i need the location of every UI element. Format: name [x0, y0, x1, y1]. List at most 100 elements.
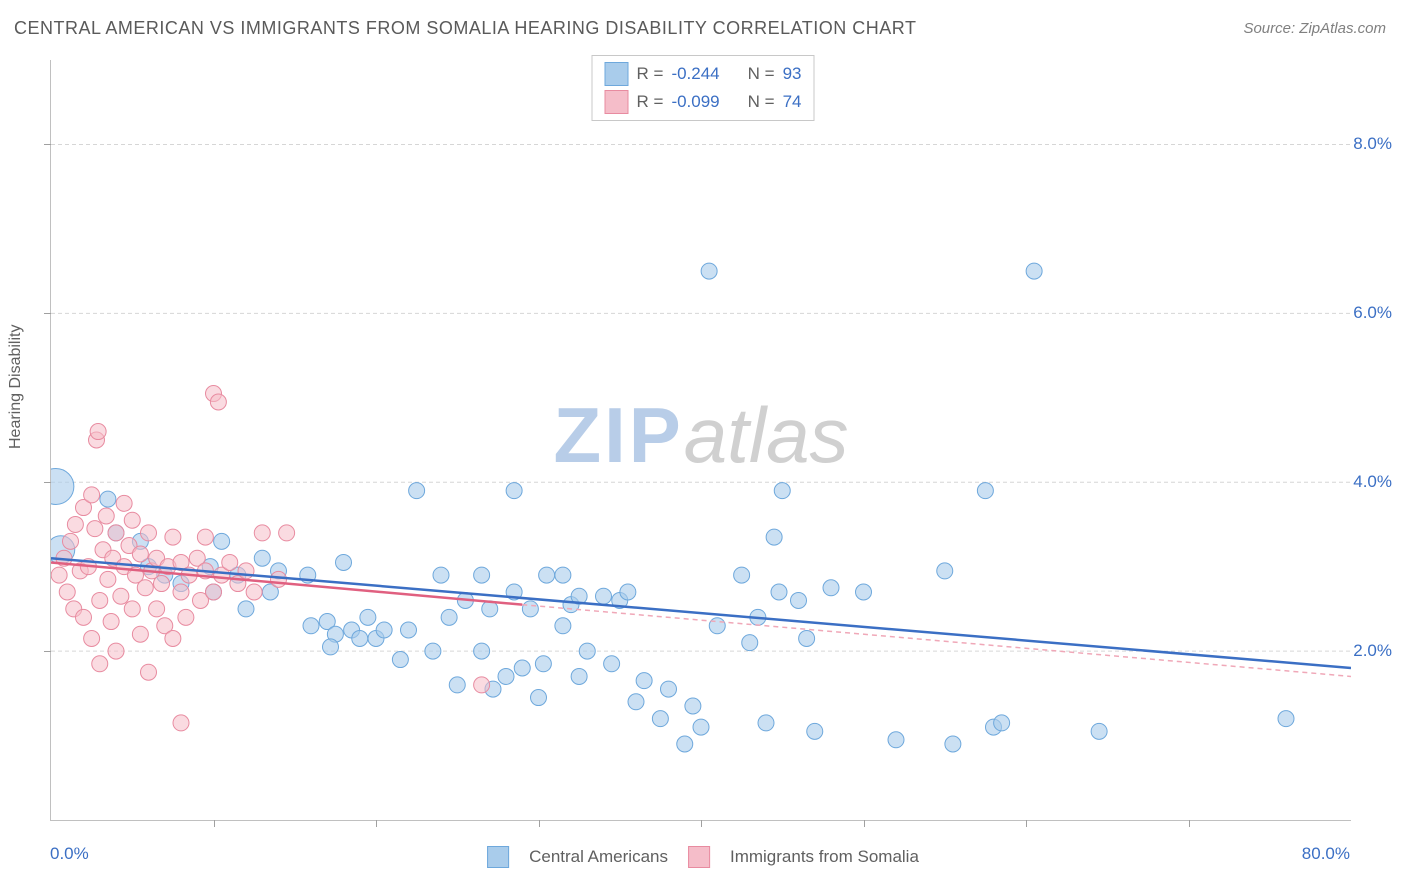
- scatter-point: [116, 495, 132, 511]
- scatter-point: [628, 694, 644, 710]
- scatter-point: [693, 719, 709, 735]
- scatter-point: [279, 525, 295, 541]
- scatter-point: [92, 656, 108, 672]
- y-tick-label: 8.0%: [1353, 134, 1392, 154]
- scatter-point: [734, 567, 750, 583]
- legend-r-value-1: -0.099: [671, 92, 719, 112]
- scatter-point: [677, 736, 693, 752]
- scatter-point: [92, 592, 108, 608]
- scatter-point: [59, 584, 75, 600]
- scatter-point: [766, 529, 782, 545]
- scatter-point: [137, 580, 153, 596]
- y-axis-label: Hearing Disability: [7, 325, 25, 450]
- scatter-point: [141, 664, 157, 680]
- scatter-point: [449, 677, 465, 693]
- legend-row-somalia: R = -0.099 N = 74: [605, 88, 802, 116]
- scatter-point: [945, 736, 961, 752]
- scatter-point: [758, 715, 774, 731]
- scatter-point: [132, 626, 148, 642]
- scatter-point: [401, 622, 417, 638]
- legend-row-central-americans: R = -0.244 N = 93: [605, 60, 802, 88]
- scatter-point: [1278, 711, 1294, 727]
- legend-n-label: N =: [748, 64, 775, 84]
- scatter-point: [100, 571, 116, 587]
- scatter-point: [620, 584, 636, 600]
- scatter-point: [774, 483, 790, 499]
- scatter-point: [823, 580, 839, 596]
- scatter-point: [441, 609, 457, 625]
- scatter-point: [555, 618, 571, 634]
- chart-svg: [51, 60, 1351, 820]
- y-tick-label: 2.0%: [1353, 641, 1392, 661]
- scatter-point: [254, 525, 270, 541]
- legend-r-label: R =: [637, 92, 664, 112]
- scatter-point: [90, 424, 106, 440]
- scatter-point: [742, 635, 758, 651]
- y-tick-label: 6.0%: [1353, 303, 1392, 323]
- scatter-point: [425, 643, 441, 659]
- scatter-point: [661, 681, 677, 697]
- legend-n-value-1: 74: [783, 92, 802, 112]
- scatter-point: [254, 550, 270, 566]
- x-tick-label: 0.0%: [50, 844, 89, 864]
- scatter-point: [799, 630, 815, 646]
- scatter-point: [246, 584, 262, 600]
- scatter-point: [165, 630, 181, 646]
- scatter-point: [701, 263, 717, 279]
- scatter-point: [238, 601, 254, 617]
- scatter-point: [149, 601, 165, 617]
- scatter-point: [579, 643, 595, 659]
- scatter-point: [67, 516, 83, 532]
- scatter-point: [87, 521, 103, 537]
- scatter-point: [1091, 723, 1107, 739]
- scatter-point: [178, 609, 194, 625]
- scatter-point: [392, 652, 408, 668]
- scatter-point: [165, 529, 181, 545]
- scatter-point: [531, 690, 547, 706]
- scatter-point: [271, 571, 287, 587]
- scatter-point: [685, 698, 701, 714]
- scatter-point: [709, 618, 725, 634]
- scatter-point: [791, 592, 807, 608]
- legend-swatch-pink: [688, 846, 710, 868]
- source-attribution: Source: ZipAtlas.com: [1243, 20, 1386, 37]
- scatter-point: [571, 668, 587, 684]
- scatter-point: [206, 584, 222, 600]
- scatter-point: [103, 614, 119, 630]
- scatter-point: [124, 512, 140, 528]
- legend-r-value-0: -0.244: [671, 64, 719, 84]
- y-tick-label: 4.0%: [1353, 472, 1392, 492]
- scatter-point: [303, 618, 319, 634]
- scatter-point: [222, 554, 238, 570]
- legend-r-label: R =: [637, 64, 664, 84]
- scatter-point: [555, 567, 571, 583]
- scatter-point: [108, 643, 124, 659]
- scatter-point: [376, 622, 392, 638]
- legend-series-label-1: Immigrants from Somalia: [730, 847, 919, 867]
- scatter-point: [506, 483, 522, 499]
- legend-swatch-pink: [605, 90, 629, 114]
- scatter-point: [771, 584, 787, 600]
- scatter-point: [84, 487, 100, 503]
- scatter-point: [108, 525, 124, 541]
- scatter-point: [1026, 263, 1042, 279]
- scatter-point: [84, 630, 100, 646]
- legend-n-label: N =: [748, 92, 775, 112]
- legend-series: Central Americans Immigrants from Somali…: [487, 846, 919, 868]
- scatter-point: [51, 567, 67, 583]
- scatter-point: [360, 609, 376, 625]
- scatter-point: [173, 584, 189, 600]
- scatter-point: [652, 711, 668, 727]
- scatter-point: [474, 567, 490, 583]
- x-tick-label: 80.0%: [1302, 844, 1350, 864]
- scatter-point: [63, 533, 79, 549]
- scatter-point: [197, 529, 213, 545]
- scatter-point: [98, 508, 114, 524]
- legend-swatch-blue: [487, 846, 509, 868]
- scatter-point: [994, 715, 1010, 731]
- scatter-point: [604, 656, 620, 672]
- scatter-point: [888, 732, 904, 748]
- scatter-point: [173, 715, 189, 731]
- scatter-point: [474, 643, 490, 659]
- scatter-point: [596, 588, 612, 604]
